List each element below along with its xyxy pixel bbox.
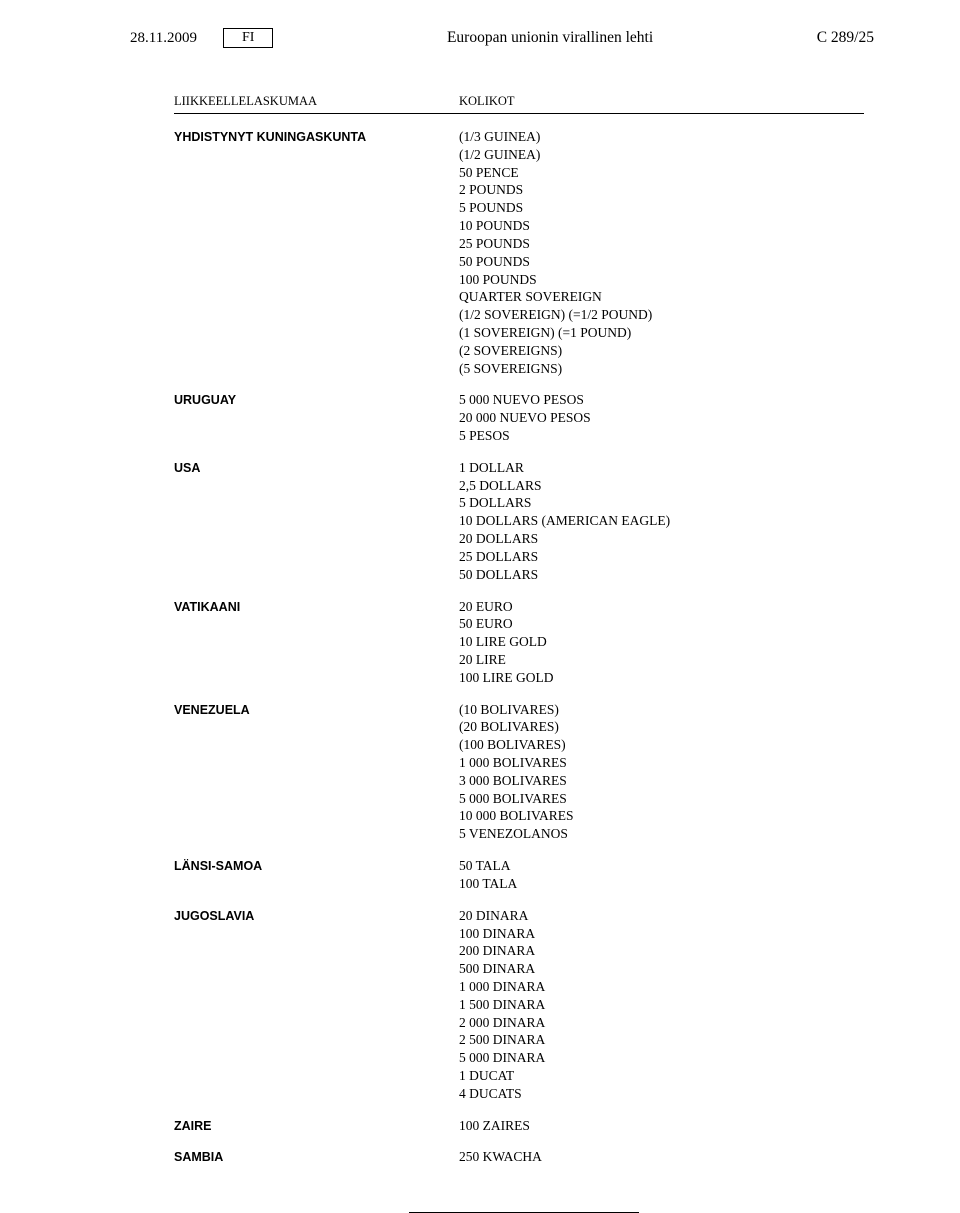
coin-value: 2 000 DINARA (459, 1014, 874, 1032)
content-area: LIIKKEELLELASKUMAA KOLIKOT YHDISTYNYT KU… (130, 94, 874, 1213)
coin-value: 5 000 BOLIVARES (459, 790, 874, 808)
coin-value: 1 DOLLAR (459, 459, 874, 477)
table-row: SAMBIA250 KWACHA (174, 1148, 874, 1166)
coin-value: (1 SOVEREIGN) (=1 POUND) (459, 324, 874, 342)
coin-value: 2 POUNDS (459, 181, 874, 199)
column-header-coins: KOLIKOT (459, 94, 874, 109)
rows-container: YHDISTYNYT KUNINGASKUNTA(1/3 GUINEA)(1/2… (174, 128, 874, 1166)
coin-value: (5 SOVEREIGNS) (459, 360, 874, 378)
coin-value: 5 DOLLARS (459, 494, 874, 512)
coin-value: 50 TALA (459, 857, 874, 875)
table-row: USA1 DOLLAR2,5 DOLLARS5 DOLLARS10 DOLLAR… (174, 459, 874, 584)
country-name: VENEZUELA (174, 701, 459, 844)
coin-value: 250 KWACHA (459, 1148, 874, 1166)
country-name: SAMBIA (174, 1148, 459, 1166)
coin-value: 1 000 BOLIVARES (459, 754, 874, 772)
country-name: YHDISTYNYT KUNINGASKUNTA (174, 128, 459, 377)
table-row: VENEZUELA(10 BOLIVARES)(20 BOLIVARES)(10… (174, 701, 874, 844)
coin-list: 100 ZAIRES (459, 1117, 874, 1135)
coin-list: 20 EURO50 EURO10 LIRE GOLD20 LIRE100 LIR… (459, 598, 874, 687)
coin-value: (1/3 GUINEA) (459, 128, 874, 146)
coin-list: 20 DINARA100 DINARA200 DINARA500 DINARA1… (459, 907, 874, 1103)
coin-value: 10 POUNDS (459, 217, 874, 235)
header-date: 28.11.2009 (130, 30, 197, 47)
coin-value: 500 DINARA (459, 960, 874, 978)
coin-value: (1/2 GUINEA) (459, 146, 874, 164)
coin-value: 100 POUNDS (459, 271, 874, 289)
coin-value: 1 500 DINARA (459, 996, 874, 1014)
coin-value: 20 000 NUEVO PESOS (459, 409, 874, 427)
coin-value: 50 EURO (459, 615, 874, 633)
header-page-ref: C 289/25 (817, 29, 874, 47)
country-name: USA (174, 459, 459, 584)
coin-value: 5 000 DINARA (459, 1049, 874, 1067)
coin-value: (1/2 SOVEREIGN) (=1/2 POUND) (459, 306, 874, 324)
country-name: VATIKAANI (174, 598, 459, 687)
coin-value: 10 DOLLARS (AMERICAN EAGLE) (459, 512, 874, 530)
coin-value: 5 VENEZOLANOS (459, 825, 874, 843)
coin-value: 10 LIRE GOLD (459, 633, 874, 651)
coin-value: (100 BOLIVARES) (459, 736, 874, 754)
coin-value: 3 000 BOLIVARES (459, 772, 874, 790)
column-headers: LIIKKEELLELASKUMAA KOLIKOT (174, 94, 874, 109)
coin-value: 1 000 DINARA (459, 978, 874, 996)
country-name: LÄNSI-SAMOA (174, 857, 459, 893)
coin-value: 5 000 NUEVO PESOS (459, 391, 874, 409)
coin-value: 5 POUNDS (459, 199, 874, 217)
country-name: JUGOSLAVIA (174, 907, 459, 1103)
table-row: YHDISTYNYT KUNINGASKUNTA(1/3 GUINEA)(1/2… (174, 128, 874, 377)
coin-value: 25 POUNDS (459, 235, 874, 253)
coin-value: 50 DOLLARS (459, 566, 874, 584)
header-title: Euroopan unionin virallinen lehti (273, 29, 816, 47)
coin-value: 10 000 BOLIVARES (459, 807, 874, 825)
column-header-country: LIIKKEELLELASKUMAA (174, 94, 459, 109)
coin-value: 2,5 DOLLARS (459, 477, 874, 495)
coin-list: (1/3 GUINEA)(1/2 GUINEA)50 PENCE2 POUNDS… (459, 128, 874, 377)
coin-value: 100 DINARA (459, 925, 874, 943)
coin-value: (10 BOLIVARES) (459, 701, 874, 719)
coin-value: 20 DOLLARS (459, 530, 874, 548)
coin-value: 2 500 DINARA (459, 1031, 874, 1049)
table-row: URUGUAY5 000 NUEVO PESOS20 000 NUEVO PES… (174, 391, 874, 444)
coin-list: 250 KWACHA (459, 1148, 874, 1166)
country-name: URUGUAY (174, 391, 459, 444)
coin-value: 4 DUCATS (459, 1085, 874, 1103)
divider-top (174, 113, 864, 114)
coin-value: 20 DINARA (459, 907, 874, 925)
coin-value: 20 EURO (459, 598, 874, 616)
header-left: 28.11.2009 FI (130, 28, 273, 48)
coin-value: 50 POUNDS (459, 253, 874, 271)
table-row: JUGOSLAVIA20 DINARA100 DINARA200 DINARA5… (174, 907, 874, 1103)
coin-value: 100 TALA (459, 875, 874, 893)
coin-value: QUARTER SOVEREIGN (459, 288, 874, 306)
table-row: LÄNSI-SAMOA50 TALA100 TALA (174, 857, 874, 893)
coin-list: 50 TALA100 TALA (459, 857, 874, 893)
table-row: VATIKAANI20 EURO50 EURO10 LIRE GOLD20 LI… (174, 598, 874, 687)
coin-value: 20 LIRE (459, 651, 874, 669)
page-header: 28.11.2009 FI Euroopan unionin viralline… (130, 28, 874, 48)
coin-value: 100 ZAIRES (459, 1117, 874, 1135)
table-row: ZAIRE100 ZAIRES (174, 1117, 874, 1135)
coin-value: 100 LIRE GOLD (459, 669, 874, 687)
coin-value: 25 DOLLARS (459, 548, 874, 566)
coin-value: (2 SOVEREIGNS) (459, 342, 874, 360)
coin-value: (20 BOLIVARES) (459, 718, 874, 736)
language-code: FI (223, 28, 273, 48)
country-name: ZAIRE (174, 1117, 459, 1135)
coin-list: (10 BOLIVARES)(20 BOLIVARES)(100 BOLIVAR… (459, 701, 874, 844)
coin-value: 50 PENCE (459, 164, 874, 182)
coin-value: 5 PESOS (459, 427, 874, 445)
coin-list: 5 000 NUEVO PESOS20 000 NUEVO PESOS5 PES… (459, 391, 874, 444)
coin-value: 200 DINARA (459, 942, 874, 960)
coin-list: 1 DOLLAR2,5 DOLLARS5 DOLLARS10 DOLLARS (… (459, 459, 874, 584)
coin-value: 1 DUCAT (459, 1067, 874, 1085)
